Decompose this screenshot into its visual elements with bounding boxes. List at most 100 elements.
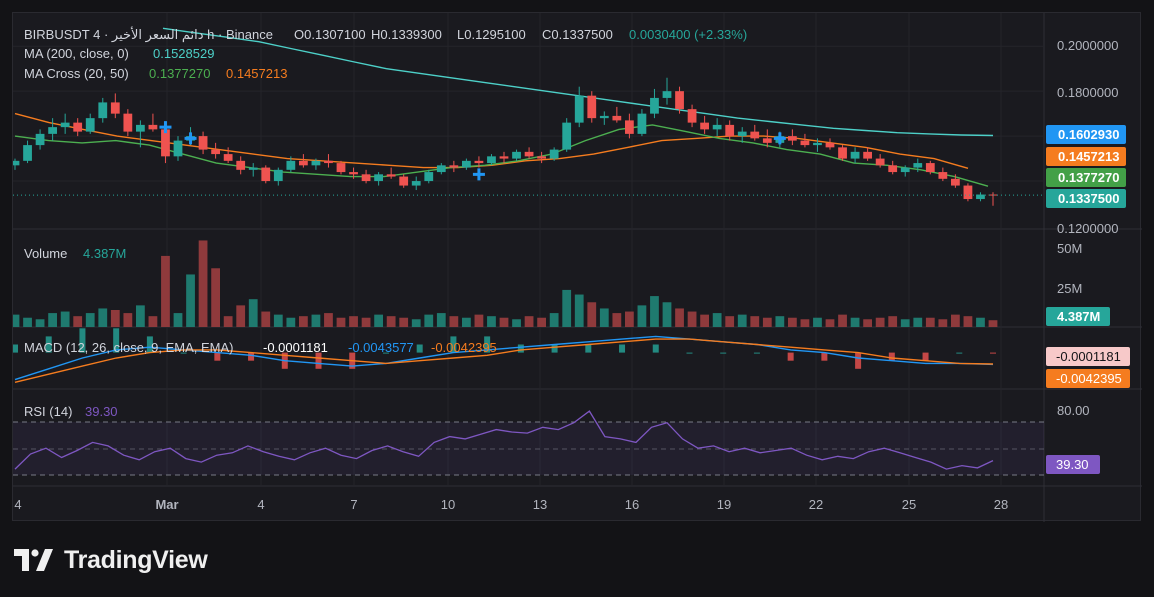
volume-bar: [336, 317, 346, 327]
candle-body: [173, 140, 183, 157]
price-tick: 0.2000000: [1057, 38, 1118, 53]
candle-body: [574, 95, 584, 123]
cross-marker: [472, 168, 485, 181]
candle-body: [349, 172, 358, 175]
candle-body: [925, 163, 935, 173]
volume-bar: [23, 317, 32, 327]
chart-canvas[interactable]: BIRBUSDT 4 · دائم السعر الأخير h · Binan…: [10, 13, 1142, 522]
macd-histogram-bar: [214, 352, 221, 361]
volume-bar: [499, 317, 509, 327]
volume-bar: [587, 302, 597, 327]
macd-histogram-bar: [990, 352, 996, 354]
volume-bar: [612, 313, 622, 327]
candle-body: [725, 124, 735, 137]
macd-histogram-bar: [787, 352, 794, 361]
volume-bar: [361, 317, 371, 327]
candle-body: [399, 176, 409, 186]
volume-bar: [850, 317, 860, 327]
macd-histogram-bar: [45, 336, 52, 353]
rsi-badge-text: 39.30: [1056, 457, 1089, 472]
rsi-tick: 80.00: [1057, 403, 1090, 418]
volume-bar: [449, 316, 459, 327]
legend-macd[interactable]: MACD (12, 26, close, 9, EMA, EMA) -0.000…: [24, 340, 497, 355]
volume-bar: [98, 308, 108, 327]
macd-histogram-bar: [956, 352, 963, 354]
candle-body: [48, 127, 58, 134]
volume-bar: [186, 274, 195, 327]
macd-histogram-bar: [79, 328, 86, 353]
volume-badge: [1046, 307, 1110, 326]
candle-body: [261, 167, 271, 182]
volume-axis[interactable]: 50M 25M 4.387M: [1046, 241, 1110, 326]
candle-body: [976, 194, 985, 200]
macd-histogram-bar: [585, 344, 592, 353]
volume-bar: [211, 268, 221, 327]
volume-bar: [813, 317, 822, 327]
volume-bar: [650, 296, 659, 327]
last-price-badge: [1046, 189, 1126, 208]
candle-body: [687, 109, 697, 123]
legend-volume[interactable]: Volume 4.387M: [24, 246, 126, 261]
legend-rsi[interactable]: RSI (14) 39.30: [24, 404, 118, 419]
rsi-label: RSI (14): [24, 404, 72, 419]
volume-tick: 25M: [1057, 281, 1082, 296]
ohlc-change: 0.0030400 (+2.33%): [629, 27, 747, 42]
macd-histogram-bar: [652, 344, 659, 353]
candle-body: [900, 167, 910, 173]
candle-body: [248, 167, 258, 170]
macd-histogram-bar: [720, 352, 727, 354]
macd-axis[interactable]: -0.0001181 -0.0042395: [1046, 347, 1130, 388]
volume-bar: [236, 305, 246, 327]
volume-bar: [48, 313, 58, 327]
time-tick: 13: [533, 497, 547, 512]
candle-body: [211, 149, 221, 155]
volume-bar: [762, 317, 772, 327]
volume-bar: [148, 316, 158, 327]
candle-body: [411, 181, 421, 186]
rsi-axis[interactable]: 80.00 39.30: [1046, 403, 1100, 474]
volume-bar: [687, 311, 697, 327]
macd-histogram-bar: [922, 352, 929, 361]
candle-body: [123, 113, 133, 132]
candle-body: [712, 124, 722, 130]
volume-bar: [60, 311, 70, 327]
tradingview-brand[interactable]: TradingView: [14, 545, 208, 575]
volume-bar: [562, 289, 572, 327]
macd-histogram-bar: [382, 352, 389, 354]
candle-body: [499, 156, 509, 159]
macd-histogram-bar: [821, 352, 828, 361]
candle-body: [512, 151, 521, 159]
candle-body: [148, 124, 158, 130]
macd-histogram-bar: [12, 344, 18, 353]
candle-body: [236, 160, 246, 170]
volume-bar: [750, 316, 760, 327]
volume-bar: [173, 313, 183, 327]
volume-bar: [286, 317, 296, 327]
volume-bar: [424, 314, 434, 327]
symbol-label[interactable]: BIRBUSDT 4 · دائم السعر الأخير h · Binan…: [24, 26, 273, 43]
volume-bar: [35, 319, 45, 327]
candle-body: [875, 158, 885, 166]
macd-histogram-bar: [753, 352, 760, 354]
volume-bar: [311, 314, 321, 327]
time-axis[interactable]: 4 Mar 4 7 10 13 16 19 22 25 28: [14, 497, 1008, 512]
legend-ma200[interactable]: MA (200, close, 0) 0.1528529: [24, 46, 214, 61]
candle-body: [386, 174, 396, 177]
time-tick: 25: [902, 497, 916, 512]
volume-bar: [436, 313, 446, 327]
candle-body: [838, 147, 847, 159]
ma20-price-badge: [1046, 168, 1126, 187]
rsi-path: [14, 410, 994, 470]
volume-bar: [624, 311, 634, 327]
candle-body: [700, 122, 710, 130]
time-tick: 7: [350, 497, 357, 512]
rsi-pane: [13, 410, 1044, 476]
candle-body: [762, 138, 772, 143]
price-axis[interactable]: 0.2000000 0.1800000 0.1200000 0.1602930 …: [1046, 38, 1126, 236]
candle-body: [110, 102, 120, 114]
volume-bar: [787, 317, 797, 327]
volume-bar: [324, 313, 333, 327]
chart-frame[interactable]: BIRBUSDT 4 · دائم السعر الأخير h · Binan…: [10, 12, 1142, 522]
volume-bar: [73, 316, 83, 327]
legend-ma-cross[interactable]: MA Cross (20, 50) 0.1377270 0.1457213: [24, 66, 287, 81]
